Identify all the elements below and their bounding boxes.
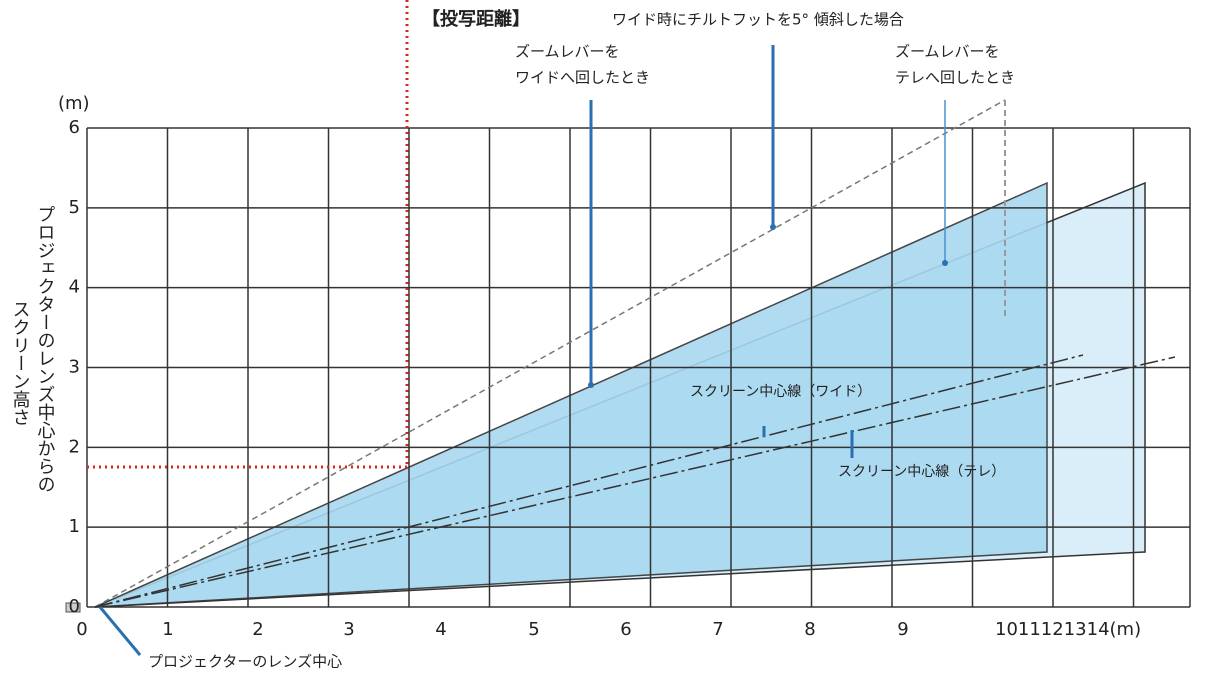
- projector-icon: [65, 602, 81, 613]
- callout-dot: [770, 224, 776, 230]
- x-tick-label: 0: [76, 619, 87, 640]
- title: 【投写距離】: [422, 8, 530, 30]
- x-tick-label: 6: [620, 619, 631, 640]
- callout-lens: [98, 606, 142, 656]
- y-tick-label: 4: [69, 277, 80, 298]
- annotation: テレへ回したとき: [895, 69, 1015, 87]
- x-tick-label: 1: [162, 619, 173, 640]
- annotation: ズームレバーを: [895, 43, 1000, 61]
- x-tick-label: 1011121314(m): [995, 619, 1141, 640]
- tilt-line: [94, 99, 1006, 608]
- x-tick-label: 4: [435, 619, 446, 640]
- y-tick-label: 2: [69, 436, 80, 457]
- callout-dot: [942, 260, 948, 266]
- x-tick-label: 3: [343, 619, 354, 640]
- x-tick-label: 9: [897, 619, 908, 640]
- center-line-wide: [94, 354, 1084, 608]
- x-tick-label: 5: [528, 619, 539, 640]
- y-tick-label: 6: [69, 117, 80, 138]
- y-label: スクリーン高さ: [10, 300, 31, 426]
- y-label: プロジェクターのレンズ中心からの: [35, 205, 56, 493]
- x-tick-label: 8: [804, 619, 815, 640]
- annotation: ズームレバーを: [515, 43, 620, 61]
- y-tick-label: 3: [69, 357, 80, 378]
- x-tick-label: 7: [712, 619, 723, 640]
- callout-dot: [588, 382, 594, 388]
- y-tick-label: 0: [69, 596, 80, 617]
- y-tick-label: 5: [69, 197, 80, 218]
- y-unit: (m): [58, 93, 90, 114]
- center-line-tele: [94, 356, 1176, 608]
- grid: [86, 127, 1191, 608]
- annotation: スクリーン中心線（テレ）: [838, 464, 1005, 480]
- annotation: スクリーン中心線（ワイド）: [690, 384, 871, 400]
- annotation: プロジェクターのレンズ中心: [148, 653, 342, 671]
- ticks: 0 1 2 3 4 5 6 0 1 2 3 4 5 6 7 8 9 1011121314(m): [69, 117, 1142, 640]
- x-tick-label: 2: [252, 619, 263, 640]
- annotation: ワイドへ回したとき: [515, 69, 650, 87]
- annotation: ワイド時にチルトフットを5° 傾斜した場合: [612, 11, 904, 29]
- wide-area: [94, 181, 1048, 608]
- y-tick-label: 1: [69, 516, 80, 537]
